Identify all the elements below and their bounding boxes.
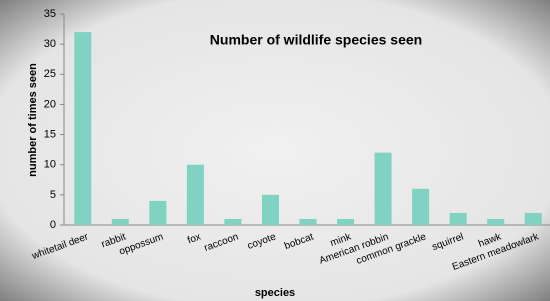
bar	[525, 213, 542, 225]
y-tick-label: 20	[44, 98, 56, 110]
bar	[187, 165, 204, 225]
bar	[487, 219, 504, 225]
bar	[412, 189, 429, 225]
bar	[375, 153, 392, 225]
bar	[74, 32, 91, 225]
bar	[224, 219, 241, 225]
y-tick-label: 10	[44, 159, 56, 171]
x-axis-title: species	[255, 287, 295, 299]
bar	[262, 195, 279, 225]
bar	[300, 219, 317, 225]
bar	[337, 219, 354, 225]
y-tick-label: 15	[44, 128, 56, 140]
y-tick-label: 25	[44, 68, 56, 80]
bar	[450, 213, 467, 225]
chart-title: Number of wildlife species seen	[210, 32, 422, 48]
y-tick-label: 5	[50, 189, 56, 201]
chart: Number of wildlife species seen number o…	[0, 0, 550, 301]
y-tick-label: 35	[44, 8, 56, 20]
y-tick-label: 0	[50, 219, 56, 231]
y-axis-title: number of times seen	[27, 63, 39, 177]
y-tick-label: 30	[44, 38, 56, 50]
bar	[149, 201, 166, 225]
bar	[112, 219, 129, 225]
